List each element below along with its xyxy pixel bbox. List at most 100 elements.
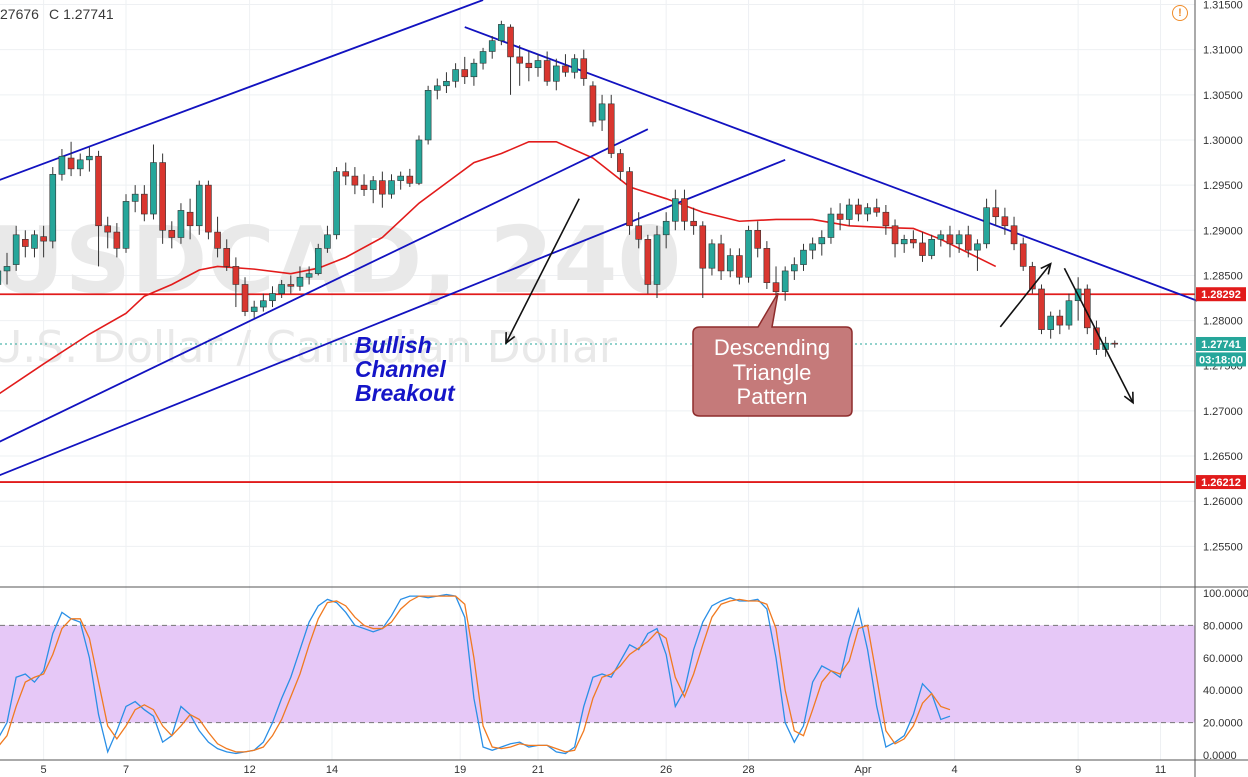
candle-body xyxy=(113,231,121,249)
candle-body xyxy=(186,211,194,227)
candle-body xyxy=(589,85,597,123)
stoch-tick-label: 100.0000 xyxy=(1203,588,1248,600)
stoch-d-line xyxy=(0,595,951,753)
y-tick-label: 1.30500 xyxy=(1203,90,1243,102)
candle-body xyxy=(159,162,166,231)
candle-body xyxy=(397,175,404,181)
y-tick-label: 1.31000 xyxy=(1203,45,1243,57)
candle-body xyxy=(1038,288,1045,330)
candle-body xyxy=(882,211,890,227)
ohlc-readout: 27676 C 1.27741 xyxy=(0,6,124,22)
candle-body xyxy=(543,60,551,82)
candle-body xyxy=(598,103,606,121)
x-tick-label: 4 xyxy=(951,764,957,776)
candle-body xyxy=(827,213,835,238)
trendline xyxy=(0,0,484,181)
y-tick-label: 1.26500 xyxy=(1203,451,1243,463)
moving-average xyxy=(0,140,997,395)
x-tick-label: 14 xyxy=(326,764,338,776)
candle-body xyxy=(754,229,762,249)
watermark: USDCAD, 240 U.S. Dollar / Canadian Dolla… xyxy=(0,207,681,373)
candle-body xyxy=(40,236,47,242)
candle-body xyxy=(745,229,752,278)
arrow-head xyxy=(505,332,516,345)
candle-body xyxy=(974,243,981,251)
candle-body xyxy=(104,225,112,233)
y-tick-label: 1.28000 xyxy=(1203,316,1243,328)
candle-body xyxy=(433,85,441,91)
candle-body xyxy=(864,207,871,215)
candle-body xyxy=(1047,315,1054,330)
candle-body xyxy=(626,171,633,227)
candle-body xyxy=(369,180,377,190)
candle-body xyxy=(95,155,102,227)
triangle-note-line-3: Pattern xyxy=(737,384,808,409)
stoch-tick-label: 60.0000 xyxy=(1203,653,1243,665)
stoch-tick-label: 20.0000 xyxy=(1203,718,1243,730)
price-tag-label: 1.28292 xyxy=(1201,289,1241,301)
candle-body xyxy=(141,193,148,215)
candle-body xyxy=(809,243,816,251)
price-tag-box xyxy=(1196,336,1246,351)
candle-body xyxy=(260,300,267,308)
arrow-head xyxy=(1040,262,1052,275)
candle-body xyxy=(424,90,432,141)
candle-body xyxy=(22,239,29,247)
candle-body xyxy=(873,207,881,213)
candle-body xyxy=(388,180,395,195)
candle-body xyxy=(955,234,963,245)
stochastic-panel xyxy=(0,593,1195,755)
alert-icon[interactable]: ! xyxy=(1172,5,1188,21)
price-tag-label: 1.26212 xyxy=(1201,477,1241,489)
x-tick-label: 9 xyxy=(1075,764,1081,776)
candle-body xyxy=(324,234,331,249)
candle-body xyxy=(736,255,743,278)
candle-body xyxy=(67,157,75,170)
candle-body xyxy=(278,284,285,294)
candle-body xyxy=(443,80,450,87)
candle-body xyxy=(498,24,505,41)
channel-note-line-3: Breakout xyxy=(355,380,456,406)
candle-body xyxy=(314,248,322,274)
candle-body xyxy=(223,248,231,267)
candle-body xyxy=(607,103,615,154)
candle-body xyxy=(708,243,716,269)
candle-body xyxy=(891,225,899,245)
close-value: 1.27741 xyxy=(63,6,114,22)
candle-body xyxy=(644,239,652,285)
candle-body xyxy=(690,220,697,227)
y-tick-label: 1.29500 xyxy=(1203,180,1243,192)
candle-body xyxy=(49,173,57,242)
candle-body xyxy=(992,207,1000,218)
candle-body xyxy=(525,62,533,69)
candle-body xyxy=(122,201,130,249)
arrow-head xyxy=(1123,391,1134,405)
candle-body xyxy=(0,270,2,285)
horizontal-lines xyxy=(0,293,1195,483)
channel-note-line-2: Channel xyxy=(355,356,446,382)
candle-body xyxy=(1093,327,1100,350)
candle-body xyxy=(937,234,945,240)
candle-body xyxy=(488,40,496,52)
y-tick-label: 1.26000 xyxy=(1203,496,1243,508)
candle-body xyxy=(58,155,66,175)
candle-body xyxy=(946,234,954,245)
candle-body xyxy=(635,225,642,240)
y-tick-label: 1.25500 xyxy=(1203,541,1243,553)
stoch-tick-label: 40.0000 xyxy=(1203,685,1243,697)
candle-body xyxy=(214,231,221,249)
x-tick-label: 12 xyxy=(243,764,255,776)
candle-body xyxy=(516,56,523,64)
candle-body xyxy=(333,171,340,236)
candle-body xyxy=(1065,300,1073,326)
x-tick-label: 26 xyxy=(660,764,672,776)
candle-body xyxy=(177,210,185,238)
price-tag-box xyxy=(1196,475,1246,490)
candle-body xyxy=(1056,315,1064,326)
candle-body xyxy=(507,26,514,58)
candle-body xyxy=(287,284,295,287)
price-tags: 1.28292 1.27741 03:18:00 1.26212 xyxy=(1196,287,1246,490)
arrows xyxy=(505,198,1134,405)
candle-body xyxy=(919,242,926,256)
